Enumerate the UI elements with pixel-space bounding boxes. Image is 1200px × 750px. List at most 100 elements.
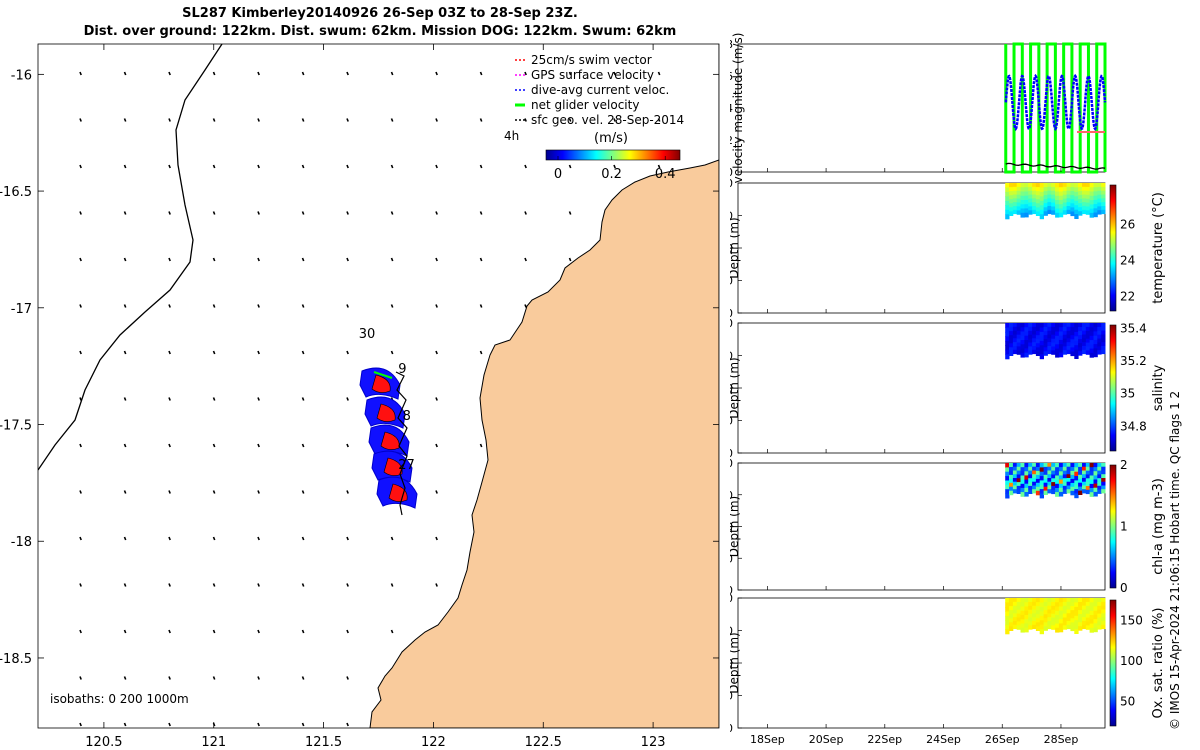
heatmap-cell (1066, 194, 1071, 199)
vector-mark (346, 676, 349, 680)
heatmap-cell (1085, 489, 1091, 495)
heatmap-cell (1082, 326, 1087, 332)
heatmap-cell (1058, 339, 1064, 345)
heatmap-cell (1097, 346, 1102, 351)
heatmap-cell (1028, 470, 1033, 475)
vector-mark (123, 536, 127, 541)
heatmap-cell (1066, 463, 1071, 468)
heatmap-cell (1066, 598, 1071, 603)
heatmap-cell (1043, 351, 1048, 356)
heatmap-cell (1012, 478, 1018, 483)
panel-colorbar-tick: 22 (1120, 290, 1135, 304)
vector-mark (657, 118, 661, 122)
heatmap-cell (1070, 470, 1075, 476)
heatmap-cell (1085, 330, 1091, 336)
heatmap-cell (1005, 191, 1010, 197)
heatmap-cell (1078, 203, 1083, 208)
heatmap-cell (1082, 323, 1087, 328)
vector-mark (346, 397, 349, 401)
heatmap-cell (1062, 613, 1068, 618)
vector-mark (390, 164, 394, 169)
heatmap-cell (1101, 186, 1106, 192)
heatmap-cell (1074, 598, 1079, 603)
heatmap-cell (1066, 605, 1071, 610)
heatmap-cell (1085, 470, 1091, 475)
heatmap-cell (1020, 331, 1025, 337)
heatmap-cell (1082, 620, 1087, 626)
heatmap-cell (1093, 467, 1098, 472)
heatmap-cell (1043, 195, 1048, 200)
heatmap-cell (1058, 602, 1064, 607)
vector-mark (524, 118, 527, 122)
heatmap-cell (1097, 463, 1102, 468)
heatmap-cell (1047, 621, 1052, 626)
map-xtick-label: 122 (421, 735, 446, 750)
vector-mark (390, 583, 394, 587)
heatmap-cell (1062, 210, 1068, 215)
heatmap-cell (1051, 609, 1056, 615)
heatmap-cell (1070, 347, 1075, 352)
vector-mark (123, 722, 127, 727)
heatmap-cell (1009, 490, 1014, 496)
swim-vectors (383, 457, 403, 476)
heatmap-cell (1085, 598, 1091, 603)
heatmap-cell (1039, 602, 1044, 608)
heatmap-cell (1074, 331, 1079, 337)
heatmap-cell (1101, 198, 1106, 203)
heatmap-cell (1058, 212, 1064, 218)
map-ytick-label: -16.5 (0, 185, 32, 200)
panel-ylabel: Depth (m) (730, 357, 741, 418)
heatmap-cell (1032, 202, 1037, 207)
heatmap-cell (1085, 210, 1091, 215)
heatmap-cell (1066, 470, 1071, 475)
heatmap-cell (1074, 493, 1079, 499)
heatmap-cell (1093, 491, 1098, 497)
heatmap-cell (1012, 598, 1018, 603)
heatmap-cell (1012, 624, 1018, 630)
heatmap-cell (1070, 614, 1075, 619)
heatmap-cell (1074, 611, 1079, 617)
vector-mark (568, 71, 572, 76)
heatmap-cell (1035, 622, 1041, 627)
heatmap-cell (1055, 212, 1060, 218)
panel-colorbar (1109, 324, 1117, 452)
heatmap-cell (1078, 614, 1083, 619)
heatmap-cell (1032, 470, 1037, 475)
heatmap-cell (1062, 350, 1068, 355)
panel-ytick-label: 50 (730, 210, 733, 223)
vector-mark (479, 118, 483, 122)
heatmap-cell (1005, 214, 1010, 220)
heatmap-cell (1055, 467, 1060, 472)
heatmap-cell (1043, 339, 1048, 344)
heatmap-cell (1032, 330, 1037, 335)
heatmap-cell (1012, 330, 1018, 335)
vector-mark (301, 676, 305, 680)
heatmap-cell (1024, 492, 1029, 497)
heatmap-cell (1028, 463, 1033, 468)
vector-mark (524, 304, 527, 308)
heatmap-cell (1005, 209, 1010, 215)
heatmap-cell (1101, 349, 1106, 355)
heatmap-cell (1016, 338, 1021, 343)
heatmap-cell (1039, 620, 1044, 626)
heatmap-cell (1085, 183, 1091, 188)
heatmap-cell (1016, 342, 1021, 347)
heatmap-cell (1039, 480, 1044, 486)
heatmap-cell (1055, 488, 1060, 493)
heatmap-cell (1085, 474, 1091, 479)
heatmap-cell (1078, 323, 1083, 328)
heatmap-cell (1039, 191, 1044, 197)
vector-mark (123, 211, 127, 215)
vector-mark (657, 164, 661, 169)
heatmap-cell (1062, 342, 1068, 347)
heatmap-cell (1043, 474, 1048, 480)
heatmap-cell (1101, 463, 1106, 468)
heatmap-cell (1055, 479, 1060, 485)
heatmap-cell (1032, 326, 1037, 332)
heatmap-cell (1085, 605, 1091, 611)
heatmap-cell (1066, 346, 1071, 351)
heatmap-cell (1085, 486, 1091, 491)
heatmap-cell (1101, 323, 1106, 328)
heatmap-cell (1066, 183, 1071, 188)
vector-mark (257, 350, 260, 355)
